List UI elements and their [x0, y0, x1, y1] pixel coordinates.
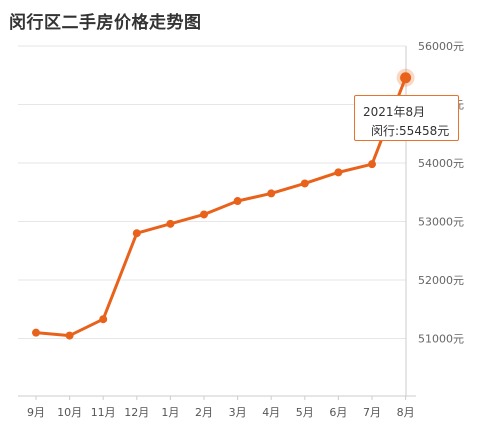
x-tick-label: 5月: [296, 406, 314, 419]
data-point: [166, 219, 175, 228]
data-point: [32, 328, 40, 337]
data-point: [65, 331, 74, 340]
x-tick-label: 10月: [57, 406, 82, 419]
data-points: [32, 68, 415, 340]
y-tick-label: 54000元: [418, 157, 464, 170]
series-polyline: [35, 77, 407, 338]
y-tick-label: 53000元: [418, 216, 464, 229]
x-tick-label: 12月: [124, 406, 149, 419]
x-tick-label: 8月: [397, 406, 415, 419]
data-point: [233, 197, 242, 206]
data-point: [334, 168, 343, 177]
data-point: [132, 229, 141, 238]
y-tick-label: 51000元: [418, 333, 464, 346]
x-tick-label: 6月: [329, 406, 347, 419]
x-tick-label: 9月: [27, 406, 45, 419]
grid-lines: [18, 45, 407, 396]
chart-title: 闵行区二手房价格走势图: [9, 13, 202, 33]
x-tick-label: 1月: [161, 406, 179, 419]
x-tick-label: 11月: [91, 406, 116, 419]
data-point: [99, 315, 108, 324]
x-tick-label: 7月: [363, 406, 381, 419]
y-tick-label: 52000元: [418, 274, 464, 287]
series-line: [35, 77, 407, 338]
data-point-highlighted: [400, 72, 412, 84]
data-point: [300, 179, 309, 188]
x-tick-label: 4月: [262, 406, 280, 419]
tooltip-date: 2021年8月: [363, 105, 426, 119]
data-point: [368, 160, 376, 169]
tooltip-value: 闵行:55458元: [371, 124, 450, 138]
y-axis-ticks: 56000元55000元54000元53000元52000元51000元: [418, 40, 464, 346]
data-point: [200, 210, 208, 219]
tooltip: 2021年8月 闵行:55458元: [354, 95, 459, 141]
x-tick-label: 2月: [195, 406, 213, 419]
data-point: [267, 189, 276, 198]
x-axis: 9月 10月 11月 12月 1月 2月 3月 4月 5月 6月 7月 8月: [18, 395, 416, 419]
x-tick-label: 3月: [229, 406, 247, 419]
y-tick-label: 56000元: [418, 40, 464, 53]
